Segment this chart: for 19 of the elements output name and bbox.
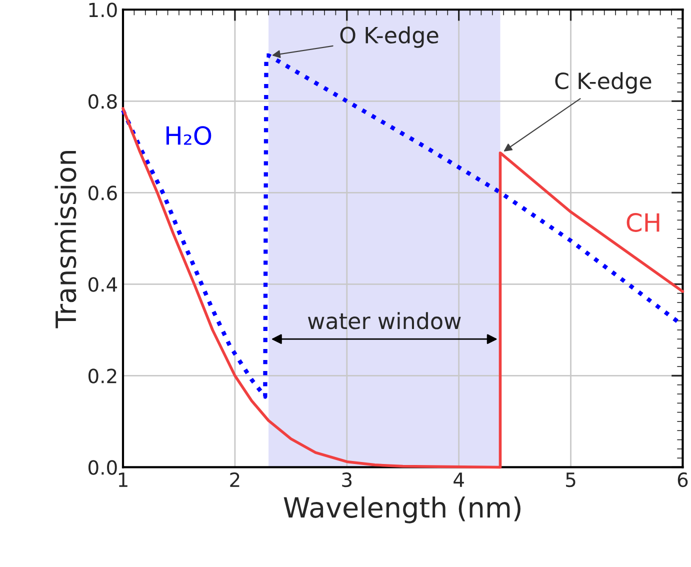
x-tick-label: 4	[454, 472, 464, 487]
band-label: water window	[308, 312, 461, 330]
x-tick-label: 6	[678, 472, 688, 488]
series-label: H₂O	[166, 126, 212, 146]
y-tick-label: 0.4	[88, 277, 118, 292]
x-tick-label: 2	[230, 472, 240, 487]
annotation: C K-edge	[555, 72, 652, 94]
x-tick-label: 3	[342, 472, 352, 488]
series-label: CH	[626, 213, 660, 232]
x-axis-title: Wavelength (nm)	[284, 496, 520, 524]
y-tick-label: 0.6	[88, 186, 117, 200]
x-tick-label: 1	[118, 472, 128, 487]
annotation: O K-edge	[340, 26, 438, 48]
y-tick-label: 0.0	[88, 460, 117, 475]
y-tick-label: 1.0	[89, 2, 117, 18]
y-tick-label: 0.8	[88, 94, 117, 109]
y-tick-label: 0.2	[88, 368, 116, 384]
x-tick-label: 5	[566, 472, 576, 488]
y-axis-title: Transmission	[54, 151, 76, 328]
